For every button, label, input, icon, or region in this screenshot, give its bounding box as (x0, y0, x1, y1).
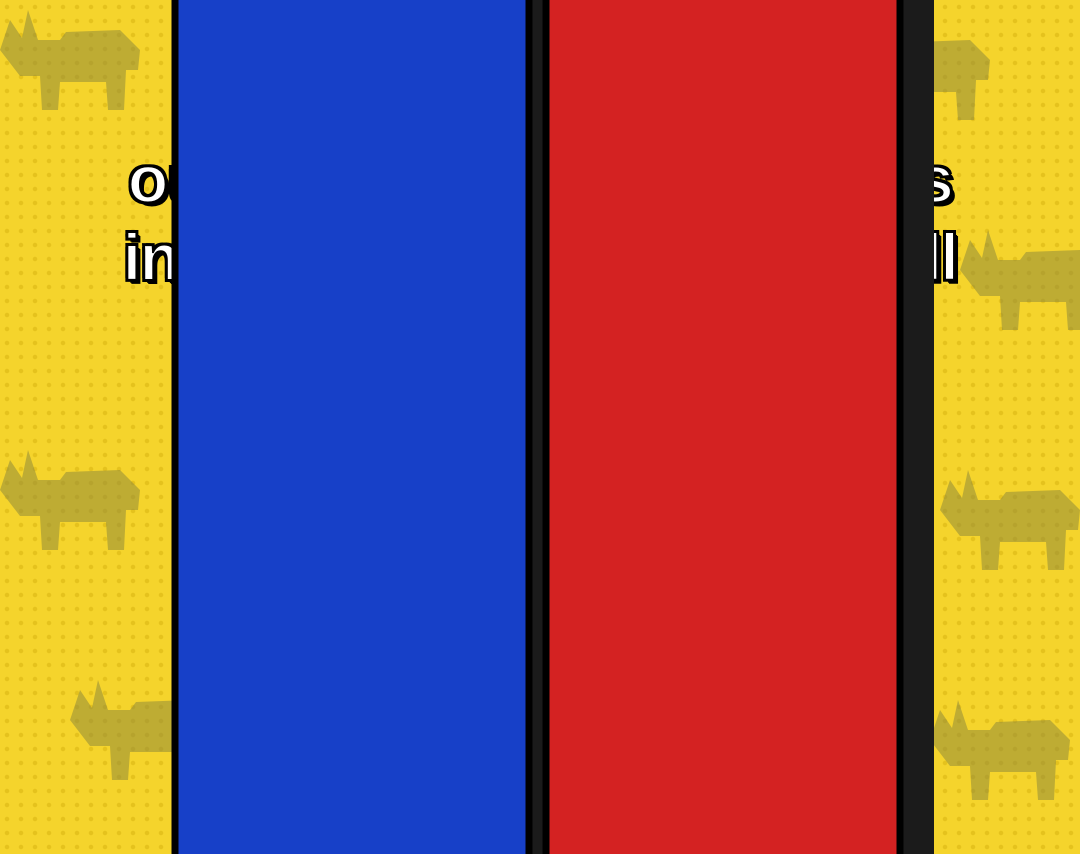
bar (542, 0, 904, 854)
bar (171, 0, 533, 854)
